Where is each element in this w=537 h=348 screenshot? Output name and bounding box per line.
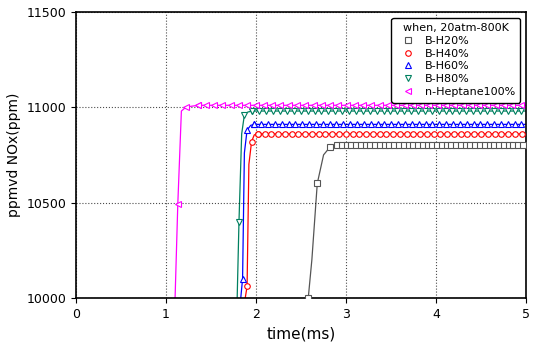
n-Heptane100% (194, 103, 201, 108)
B-H20% (305, 296, 311, 300)
B-H40% (248, 140, 255, 144)
Line: B-H80%: B-H80% (236, 108, 255, 224)
B-H80% (249, 109, 256, 113)
n-Heptane100% (183, 105, 189, 109)
B-H60% (251, 122, 258, 126)
Legend: B-H20%, B-H40%, B-H60%, B-H80%, n-Heptane100%: B-H20%, B-H40%, B-H60%, B-H80%, n-Heptan… (391, 17, 520, 103)
B-H80% (236, 220, 242, 224)
B-H80% (241, 113, 248, 117)
Line: B-H40%: B-H40% (244, 131, 260, 289)
B-H60% (244, 128, 250, 132)
Line: B-H20%: B-H20% (306, 144, 332, 301)
B-H60% (240, 277, 246, 281)
Line: B-H60%: B-H60% (240, 121, 257, 282)
B-H20% (326, 145, 333, 149)
B-H40% (255, 132, 261, 136)
B-H20% (314, 181, 321, 185)
Line: n-Heptane100%: n-Heptane100% (175, 103, 200, 207)
n-Heptane100% (175, 202, 181, 206)
Y-axis label: ppmvd NOx(ppm): ppmvd NOx(ppm) (7, 93, 21, 217)
B-H40% (244, 284, 250, 288)
X-axis label: time(ms): time(ms) (266, 326, 336, 341)
